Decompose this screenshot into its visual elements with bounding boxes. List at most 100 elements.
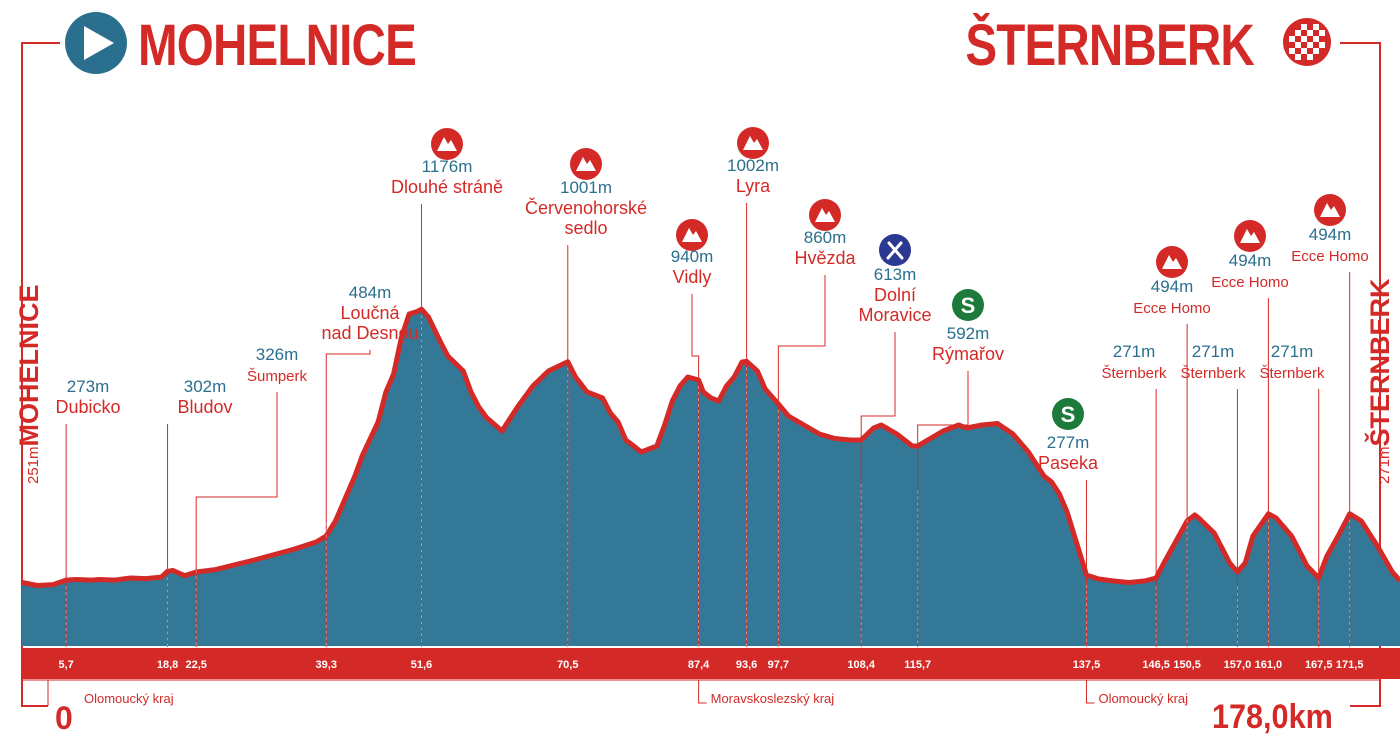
km-tick-label: 171,5 [1336,659,1364,671]
start-distance: 0 [55,700,73,736]
point-name-label: Dlouhé stráně [391,177,503,197]
sprint-s-icon: S [1052,398,1084,430]
flag-square [1295,54,1301,60]
finish-name-vertical: ŠTERNBERK [1365,278,1395,447]
region-label: Olomoucký kraj [84,691,174,706]
flag-square [1301,36,1307,42]
point-name-label: Hvězda [794,248,856,268]
point-name-label: sedlo [564,218,607,238]
sprint-icon-bg [952,289,984,321]
point-elevation-label: 494m [1309,225,1352,244]
leader-line [860,332,896,647]
elevation-area [22,309,1400,646]
finish-elevation: 271m [1376,446,1393,484]
point-name-label: Rýmařov [932,344,1004,364]
mountain-icon-shape [1162,255,1182,269]
point-name-label: Loučná [340,303,400,323]
region-label: Olomoucký kraj [1098,691,1188,706]
flag-square [1319,42,1325,48]
cutlery-knife [887,241,904,260]
km-tick-label: 167,5 [1305,659,1333,671]
point-elevation-label: 271m [1192,342,1235,361]
point-elevation-label: 326m [256,345,299,364]
km-tick-label: 137,5 [1073,659,1101,671]
point-elevation-label: 484m [349,283,392,302]
finish-city-title: ŠTERNBERK [965,13,1254,78]
point-elevation-label: 494m [1151,277,1194,296]
mountain-icon [570,148,602,180]
sprint-s-icon: S [952,289,984,321]
point-name-label: Dolní [874,285,916,305]
flag-square [1307,30,1313,36]
point-name-label: Šternberk [1259,365,1325,382]
km-tick-label: 70,5 [557,659,578,671]
finish-elevation-label: 271mŠTERNBERK [1365,278,1396,484]
point-elevation-label: 1176m [422,157,473,176]
mountain-icon-shape [1240,229,1260,243]
point-elevation-label: 1001m [560,178,612,197]
mountain-icon [1156,246,1188,278]
flag-square [1319,30,1325,36]
point-elevation-label: 592m [947,324,990,343]
mountain-icon [809,199,841,231]
point-name-label: Lyra [736,176,771,196]
flag-square [1295,42,1301,48]
checkered-flag-icon [1283,18,1331,66]
total-distance: 178,0km [1212,698,1333,736]
flag-square [1307,42,1313,48]
km-tick-label: 5,7 [58,659,73,671]
mountain-icon-shape [576,157,596,171]
point-name-label: Paseka [1038,453,1099,473]
point-elevation-label: 1002m [727,156,779,175]
flag-square [1301,24,1307,30]
flag-square [1289,36,1295,42]
point-elevation-label: 940m [671,247,714,266]
point-name-label: Dubicko [55,397,120,417]
flag-square [1313,48,1319,54]
leader-line [917,371,969,647]
point-name-label: Šumperk [247,368,308,385]
flag-square [1289,48,1295,54]
flag-square [1301,48,1307,54]
point-name-label: nad Desnou [321,323,418,343]
point-elevation-label: 273m [67,377,110,396]
point-elevation-label: 302m [184,377,227,396]
sprint-icon-letter: S [1061,402,1076,427]
km-tick-label: 150,5 [1173,659,1201,671]
point-name-label: Ecce Homo [1211,274,1289,291]
region-marker [698,680,707,704]
point-elevation-label: 860m [804,228,847,247]
mountain-icon-shape [437,137,457,151]
mountain-icon [1314,194,1346,226]
km-tick-label: 87,4 [688,659,710,671]
mountain-icon-shape [815,208,835,222]
point-name-label: Vidly [673,267,712,287]
point-name-label: Červenohorské [525,197,647,218]
start-elevation-label: 251mMOHELNICE [14,284,45,484]
cutlery-icon [879,234,911,266]
mountain-icon [676,219,708,251]
point-name-label: Šternberk [1101,365,1167,382]
region-marker [1085,680,1095,704]
mountain-icon-shape [682,228,702,242]
point-elevation-label: 271m [1113,342,1156,361]
point-name-label: Ecce Homo [1291,248,1369,265]
leader-line [325,350,371,647]
km-tick-label: 18,8 [157,659,178,671]
km-tick-label: 39,3 [316,659,337,671]
flag-square [1313,36,1319,42]
km-band [22,648,1400,679]
start-elevation: 251m [25,446,42,484]
point-name-label: Moravice [858,305,931,325]
mountain-icon [1234,220,1266,252]
mountain-icon-shape [1320,203,1340,217]
km-tick-label: 115,7 [904,659,931,671]
point-name-label: Šternberk [1180,365,1246,382]
flag-square [1307,54,1313,60]
point-elevation-label: 271m [1271,342,1314,361]
sprint-icon-bg [1052,398,1084,430]
point-elevation-label: 494m [1229,251,1272,270]
point-name-label: Bludov [177,397,232,417]
